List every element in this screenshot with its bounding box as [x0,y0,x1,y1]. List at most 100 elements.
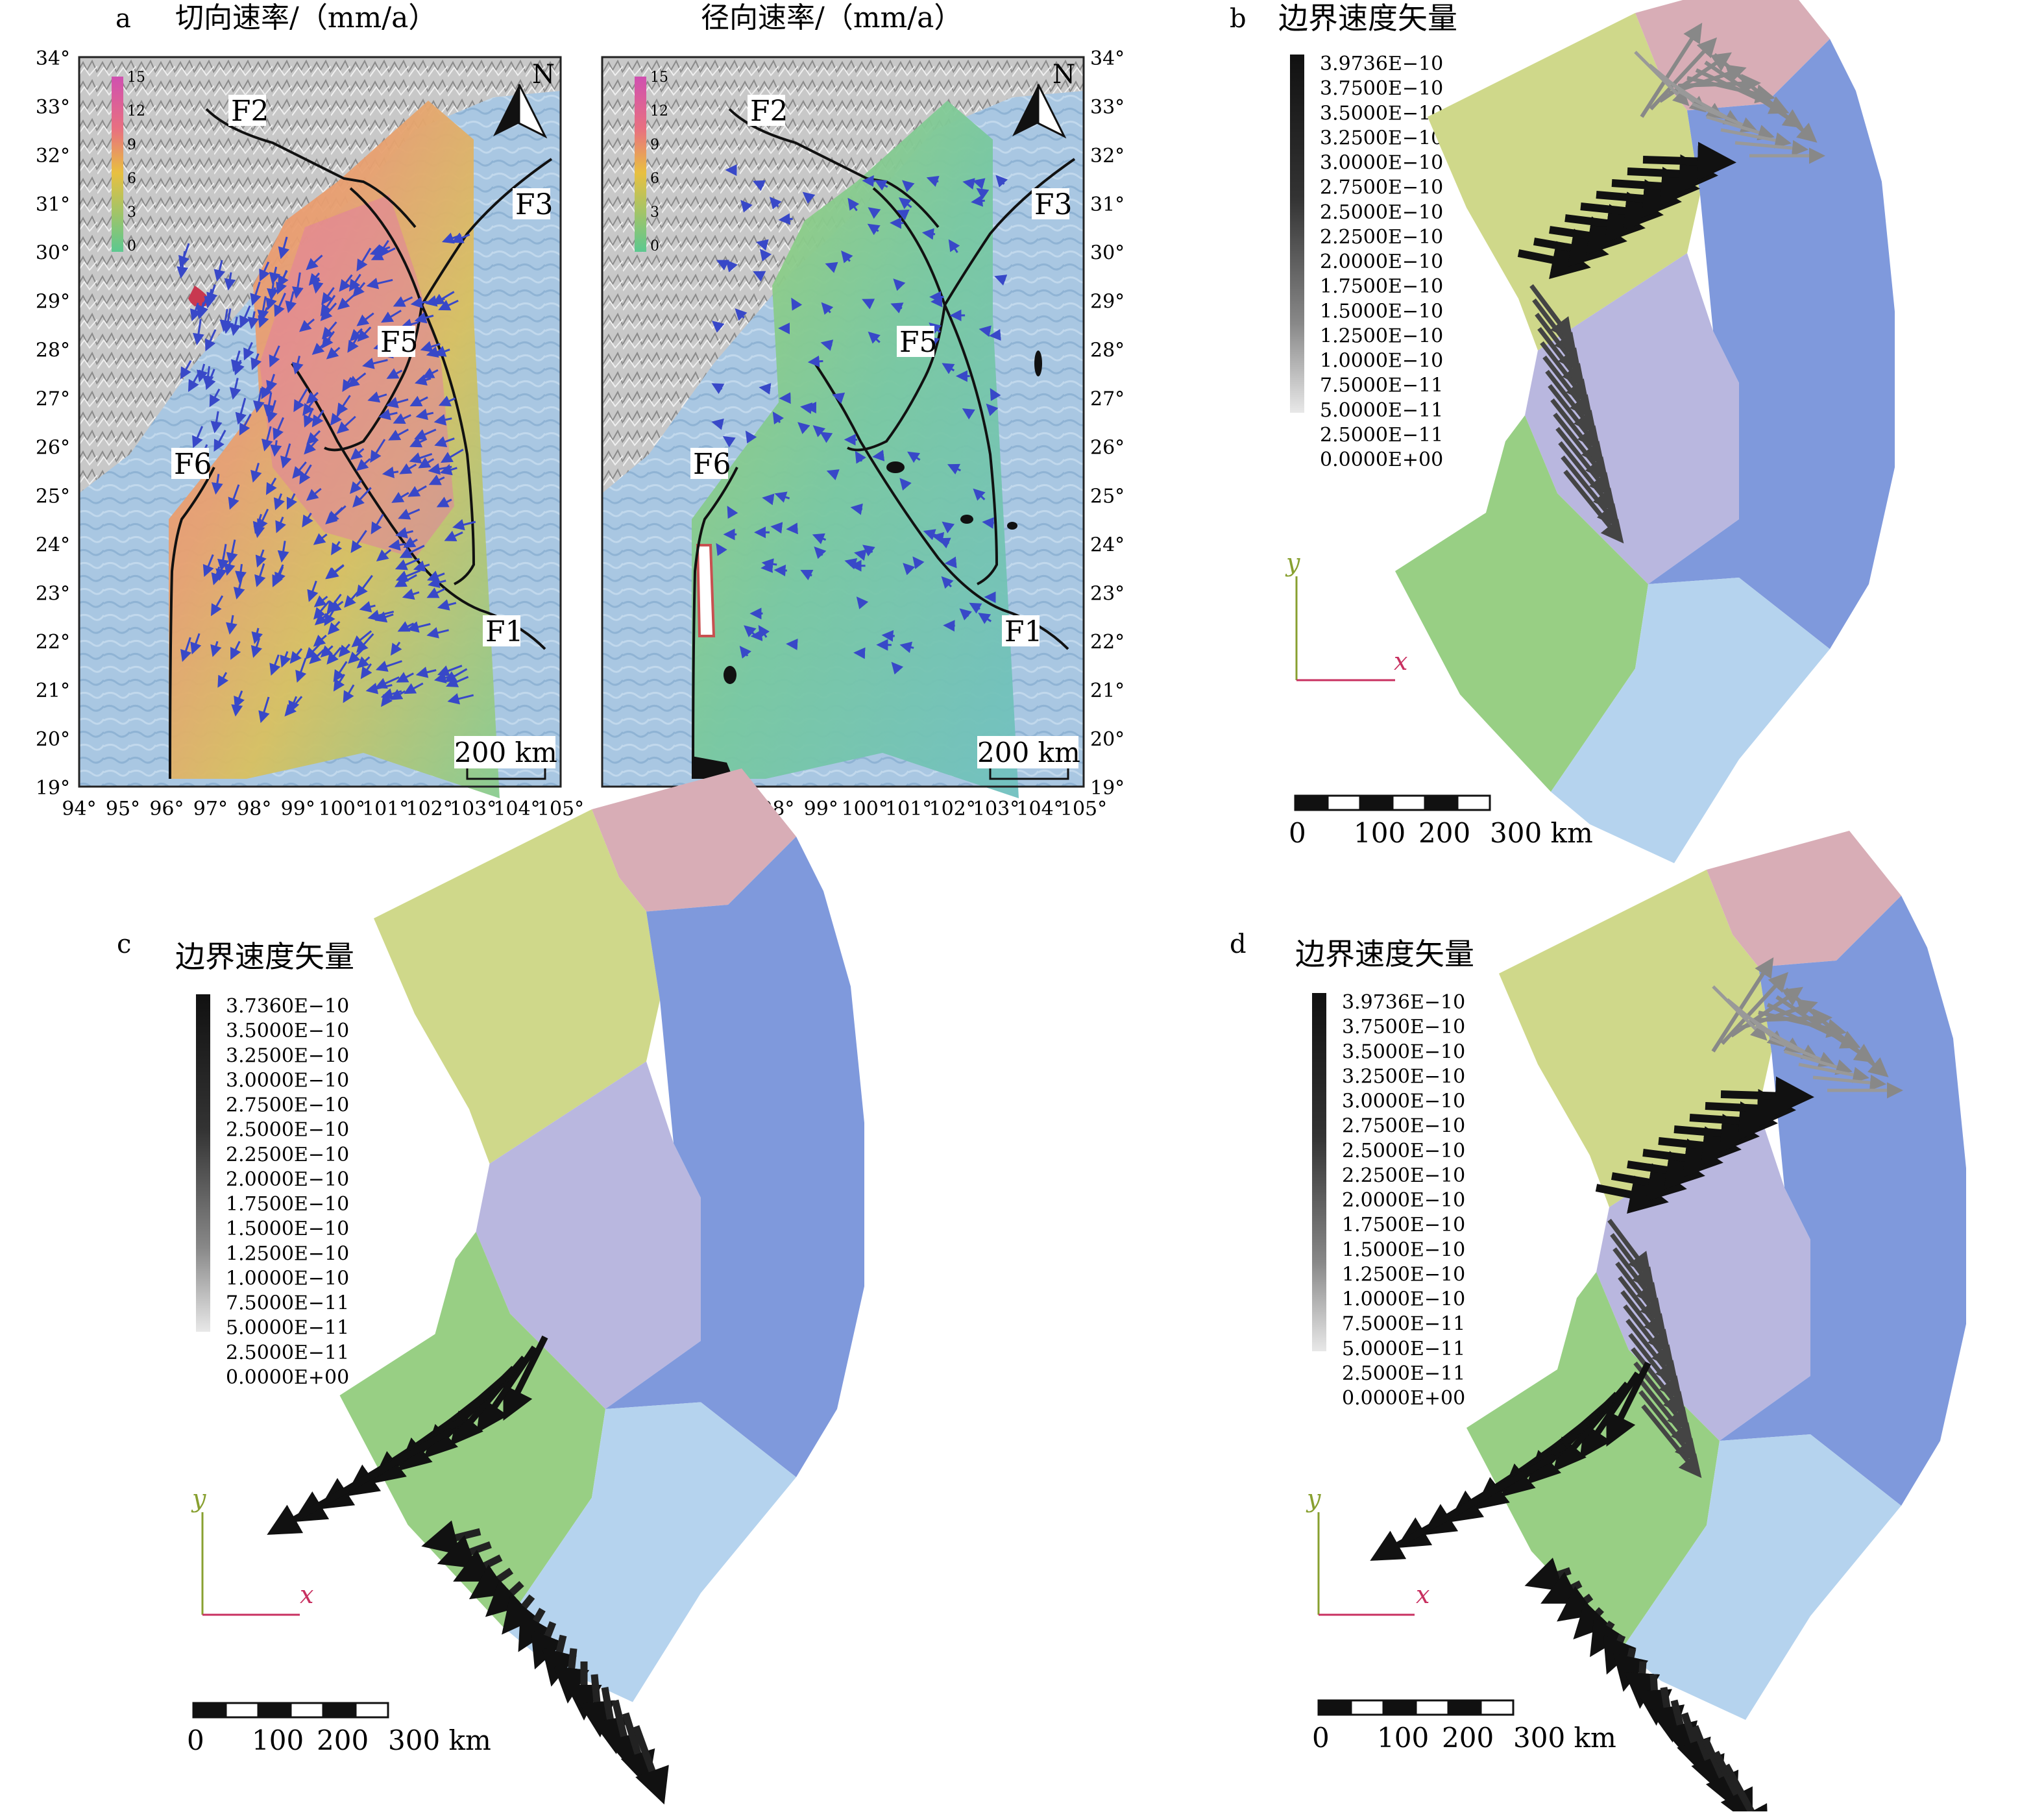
legend-value: 0.0000E+00 [226,1366,349,1389]
velocity-vector [973,201,985,202]
legend-value: 1.7500E−10 [226,1193,349,1216]
legend-value: 3.7500E−10 [1320,77,1443,100]
legend-tick: 6 [127,171,136,187]
axis-x-label: x [1416,1580,1430,1609]
scale-segment [1351,1700,1383,1715]
scale-label: 200 km [977,737,1080,768]
legend-value: 1.2500E−10 [226,1242,349,1265]
scale-tick-label: 200 [1418,817,1470,849]
axis-x-label: x [300,1580,313,1609]
legend-tick: 0 [127,238,136,254]
latitude-label-left: 19° [36,777,70,800]
scale-tick-label: 300 km [1490,817,1593,849]
fault-blocks [1395,0,1895,863]
legend-value: 2.0000E−10 [1342,1189,1465,1212]
legend-value: 3.0000E−10 [226,1069,349,1092]
legend-value: 2.5000E−11 [1320,424,1443,447]
north-label: N [1052,60,1075,90]
legend-value: 3.0000E−10 [1342,1090,1465,1113]
velocity-vector [884,635,895,636]
legend-value: 5.0000E−11 [1320,399,1443,422]
legend-value: 2.2500E−10 [1320,226,1443,249]
latitude-label-left: 20° [36,728,70,751]
panel-a-letter: a [116,4,131,34]
panel-c-title: 边界速度矢量 [175,939,354,974]
longitude-label-left: 103° [450,798,496,820]
fault-blocks [340,768,865,1702]
boundary-arrow [1664,1687,1672,1735]
legend-value: 2.0000E−10 [226,1168,349,1191]
legend-value: 3.0000E−10 [1320,152,1443,175]
legend-value: 1.5000E−10 [1320,300,1443,323]
fault-label: F2 [231,95,269,128]
legend-value: 3.5000E−10 [1342,1040,1465,1063]
latitude-label-right: 28° [1090,339,1125,362]
longitude-label-left: 102° [406,798,453,820]
latitude-label-right: 23° [1090,582,1125,605]
xy-axes: y x [1306,1484,1430,1615]
boundary-arrow [1721,1094,1807,1097]
scale-segment [1425,796,1457,810]
legend-value: 1.0000E−10 [1320,350,1443,373]
legend-value: 2.0000E−10 [1320,251,1443,273]
velocity-legend-labels: 3.9736E−103.7500E−103.5000E−103.2500E−10… [1342,991,1465,1410]
latitude-label-right: 31° [1090,193,1125,216]
scale-segment [356,1703,388,1717]
scale-tick-label: 0 [1289,817,1306,849]
panel-d-letter: d [1230,929,1247,959]
velocity-vector [760,387,768,388]
scale-segment [323,1703,356,1717]
velocity-vector [874,456,884,457]
velocity-vector [934,536,940,537]
velocity-vector [753,635,763,636]
latitude-label-left: 24° [36,533,70,556]
velocity-legend-labels: 3.9736E−103.7500E−103.5000E−103.2500E−10… [1320,53,1443,471]
legend-value: 2.2500E−10 [226,1144,349,1166]
scale-segment [193,1703,226,1717]
latitude-label-right: 19° [1090,777,1125,800]
panel-b-letter: b [1230,4,1247,34]
boundary-arrow [1640,1661,1643,1702]
latitude-label-left: 26° [36,436,70,459]
scale-tick-label: 0 [1312,1722,1330,1754]
latitude-label-left: 21° [36,680,70,702]
longitude-label-right: 103° [973,798,1019,820]
panel-b: b 边界速度矢量 3.9736E−103.7500E−103.5000E−103… [1230,0,1895,863]
panel-a: a 切向速率/（mm/a） 径向速率/（mm/a） 34°34 [36,1,1125,820]
legend-value: 3.7360E−10 [226,995,349,1018]
latitude-label-right: 26° [1090,436,1125,459]
legend-tick: 9 [650,137,659,153]
scale-segment [258,1703,291,1717]
scale-segment [1360,796,1393,810]
longitude-label-right: 104° [1016,798,1063,820]
scale-segment [1383,1700,1416,1715]
scale-tick-label: 200 [317,1724,369,1756]
latitude-label-right: 21° [1090,680,1125,702]
longitude-label-left: 98° [237,798,271,820]
legend-value: 0.0000E+00 [1320,448,1443,471]
north-label: N [532,60,555,90]
scale-segment [1416,1700,1448,1715]
legend-value: 1.0000E−10 [226,1267,349,1290]
legend-value: 2.7500E−10 [1320,177,1443,199]
fault-label: F2 [750,95,788,128]
xy-axes: y x [1285,548,1407,680]
longitude-label-left: 101° [362,798,409,820]
xy-axes: y x [191,1484,313,1615]
legend-value: 3.9736E−10 [1320,53,1443,75]
legend-tick: 9 [127,137,136,153]
longitude-label-right: 105° [1060,798,1107,820]
axis-y-label: y [1285,548,1300,577]
fault-label: F1 [1004,615,1043,648]
longitude-label-left: 95° [106,798,140,820]
latitude-label-left: 22° [36,631,70,654]
scale-segment [1328,796,1360,810]
longitude-label-right: 102° [929,798,976,820]
legend-tick: 0 [650,238,659,254]
latitude-label-left: 25° [36,485,70,508]
scale-segment [1448,1700,1481,1715]
latitude-label-right: 20° [1090,728,1125,751]
fault-label: F1 [485,615,524,648]
